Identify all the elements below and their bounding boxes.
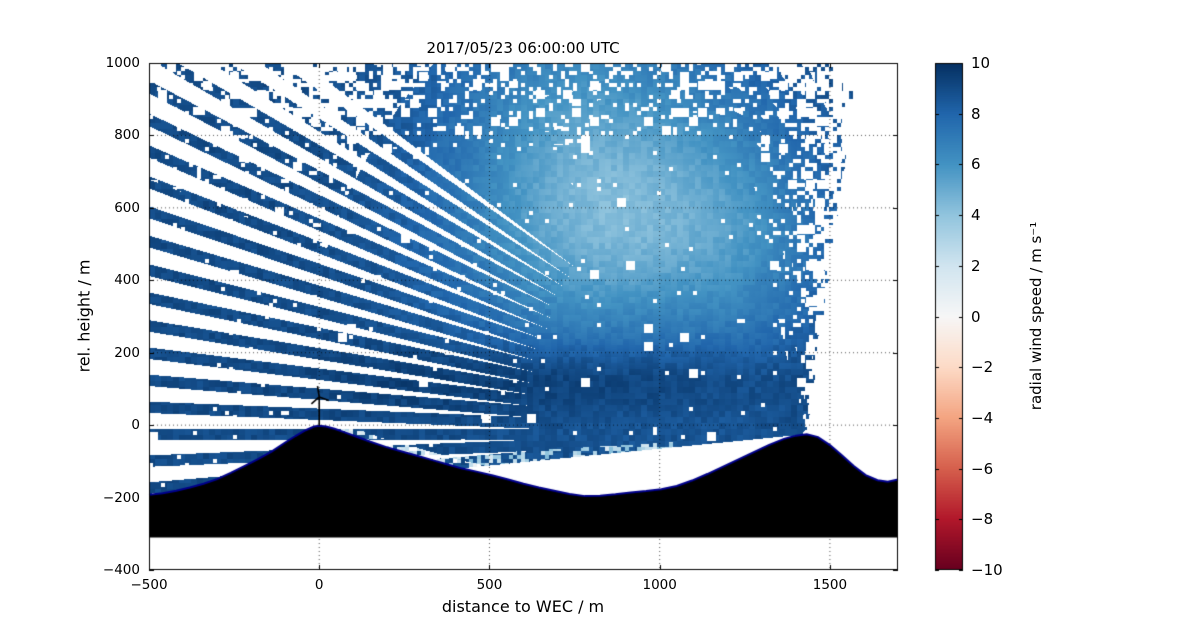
colorbar-tick-label: 2: [971, 256, 981, 275]
x-tick-label: 500: [476, 577, 503, 593]
colorbar-tick-label: 6: [971, 155, 981, 174]
y-tick-label: 1000: [105, 55, 140, 71]
y-axis-label: rel. height / m: [74, 259, 94, 373]
y-tick-label: 800: [114, 127, 140, 144]
y-tick-label: −400: [102, 562, 140, 578]
colorbar-label: radial wind speed / m s⁻¹: [1027, 221, 1045, 411]
y-tick-label: 0: [131, 417, 140, 434]
colorbar-tick-label: 0: [971, 307, 981, 326]
colorbar-tick-label: −8: [971, 510, 994, 529]
colorbar-tick-label: 8: [971, 104, 981, 123]
colorbar-tick-label: −10: [971, 561, 1003, 579]
x-tick-label: 0: [314, 577, 324, 593]
colorbar-tick-label: −6: [971, 459, 994, 478]
y-tick-label: −200: [102, 489, 140, 506]
chart-title: 2017/05/23 06:00:00 UTC: [426, 39, 620, 57]
x-tick-label: 1500: [812, 577, 848, 593]
y-tick-label: 600: [114, 199, 140, 216]
x-tick-label: 1000: [642, 577, 677, 593]
colorbar-tick-label: 4: [971, 206, 981, 225]
colorbar-tick-label: −4: [971, 408, 994, 427]
colorbar-tick-label: −2: [971, 358, 994, 377]
x-axis-label: distance to WEC / m: [441, 597, 605, 616]
y-tick-label: 200: [114, 344, 140, 361]
x-tick-label: −500: [130, 577, 168, 593]
colorbar-tick-label: 10: [971, 54, 991, 72]
y-tick-label: 400: [114, 272, 140, 289]
